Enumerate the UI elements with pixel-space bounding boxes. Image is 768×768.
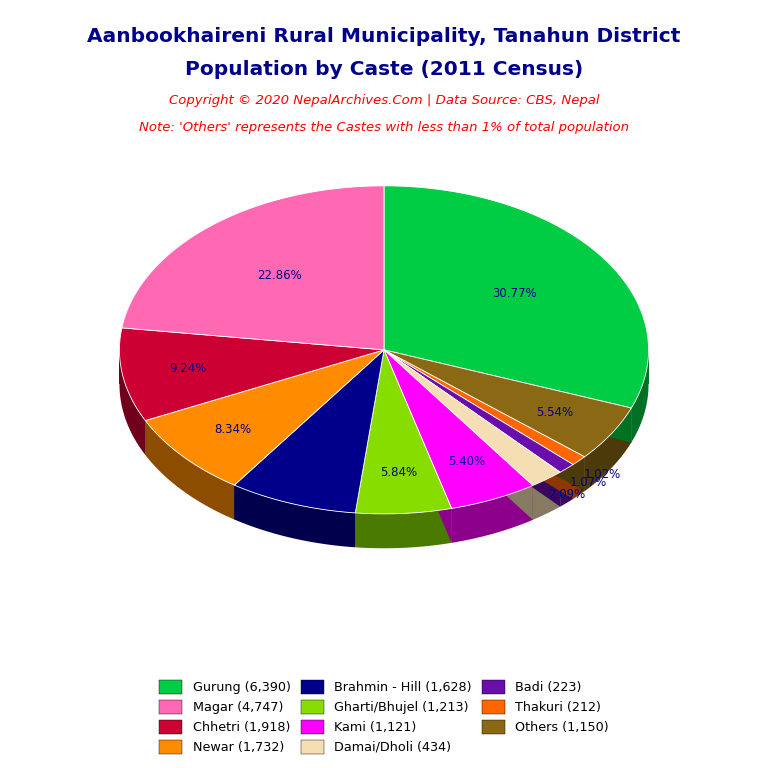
Text: 22.86%: 22.86% <box>257 270 302 283</box>
Polygon shape <box>234 350 384 519</box>
Polygon shape <box>584 408 631 492</box>
Polygon shape <box>145 421 234 519</box>
Polygon shape <box>356 350 384 548</box>
Polygon shape <box>356 508 452 548</box>
Polygon shape <box>452 485 533 543</box>
Polygon shape <box>356 350 384 548</box>
Polygon shape <box>384 350 533 508</box>
Polygon shape <box>234 350 384 519</box>
Text: 8.34%: 8.34% <box>215 423 252 436</box>
Polygon shape <box>384 350 573 499</box>
Polygon shape <box>384 350 573 472</box>
Polygon shape <box>145 350 384 485</box>
Text: Population by Caste (2011 Census): Population by Caste (2011 Census) <box>185 60 583 79</box>
Polygon shape <box>122 186 384 350</box>
Text: Copyright © 2020 NepalArchives.Com | Data Source: CBS, Nepal: Copyright © 2020 NepalArchives.Com | Dat… <box>169 94 599 107</box>
Polygon shape <box>384 350 584 465</box>
Polygon shape <box>145 350 384 455</box>
Polygon shape <box>356 350 452 514</box>
Polygon shape <box>533 472 560 520</box>
Text: Aanbookhaireni Rural Municipality, Tanahun District: Aanbookhaireni Rural Municipality, Tanah… <box>88 27 680 46</box>
Polygon shape <box>234 485 356 548</box>
Polygon shape <box>145 350 384 455</box>
Polygon shape <box>384 350 452 543</box>
Polygon shape <box>384 350 631 442</box>
Polygon shape <box>631 350 648 442</box>
Polygon shape <box>120 350 145 455</box>
Text: Note: 'Others' represents the Castes with less than 1% of total population: Note: 'Others' represents the Castes wit… <box>139 121 629 134</box>
Polygon shape <box>384 350 631 457</box>
Text: 5.84%: 5.84% <box>380 466 417 479</box>
Text: 5.40%: 5.40% <box>448 455 485 468</box>
Polygon shape <box>384 350 533 520</box>
Polygon shape <box>384 350 584 492</box>
Text: 1.02%: 1.02% <box>584 468 621 481</box>
Text: 1.07%: 1.07% <box>570 476 607 489</box>
Text: 5.54%: 5.54% <box>536 406 573 419</box>
Polygon shape <box>560 465 573 507</box>
Polygon shape <box>384 350 560 485</box>
Polygon shape <box>384 350 648 384</box>
Text: 30.77%: 30.77% <box>492 287 537 300</box>
Polygon shape <box>384 350 573 499</box>
Text: 7.84%: 7.84% <box>296 458 333 472</box>
Polygon shape <box>384 350 631 442</box>
Polygon shape <box>384 350 560 507</box>
Polygon shape <box>384 350 560 507</box>
Text: 9.24%: 9.24% <box>169 362 207 376</box>
Polygon shape <box>384 350 533 520</box>
Polygon shape <box>384 350 452 543</box>
Legend: Gurung (6,390), Magar (4,747), Chhetri (1,918), Newar (1,732), Brahmin - Hill (1: Gurung (6,390), Magar (4,747), Chhetri (… <box>156 676 612 758</box>
Polygon shape <box>573 457 584 499</box>
Text: 2.09%: 2.09% <box>548 488 585 502</box>
Polygon shape <box>384 186 648 408</box>
Polygon shape <box>120 350 384 384</box>
Polygon shape <box>120 328 384 421</box>
Polygon shape <box>234 350 384 513</box>
Polygon shape <box>384 350 584 492</box>
